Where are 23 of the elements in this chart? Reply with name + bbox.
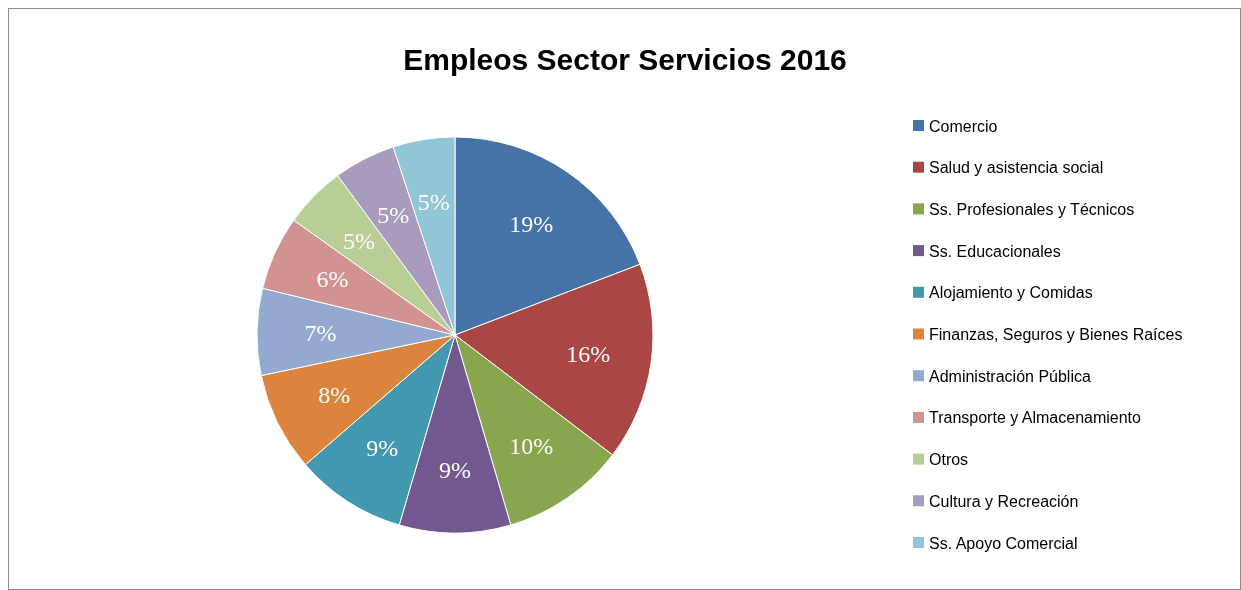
legend-label: Ss. Profesionales y Técnicos [929, 200, 1135, 218]
data-label: 9% [439, 456, 471, 483]
legend-label: Ss. Educacionales [929, 242, 1061, 260]
legend-label: Ss. Apoyo Comercial [929, 534, 1078, 552]
legend-label: Cultura y Recreación [929, 492, 1079, 510]
data-label: 5% [343, 227, 376, 254]
data-label: 6% [316, 266, 349, 293]
legend-label: Otros [929, 451, 969, 469]
legend-label: Transporte y Almacenamiento [929, 409, 1142, 427]
data-label: 9% [366, 435, 399, 462]
chart-title: Empleos Sector Servicios 2016 [403, 43, 847, 76]
data-label: 19% [509, 211, 554, 238]
legend-label: Comercio [929, 117, 998, 135]
legend-label: Administración Pública [929, 367, 1091, 385]
data-label: 16% [566, 341, 611, 368]
data-label: 10% [509, 432, 554, 459]
legend-label: Finanzas, Seguros y Bienes Raíces [929, 326, 1183, 343]
data-label: 8% [318, 381, 351, 408]
data-label: 7% [304, 319, 337, 346]
data-label: 5% [417, 189, 450, 216]
legend-label: Alojamiento y Comidas [929, 284, 1093, 302]
legend-label: Salud y asistencia social [929, 159, 1104, 177]
data-label: 5% [377, 202, 410, 229]
